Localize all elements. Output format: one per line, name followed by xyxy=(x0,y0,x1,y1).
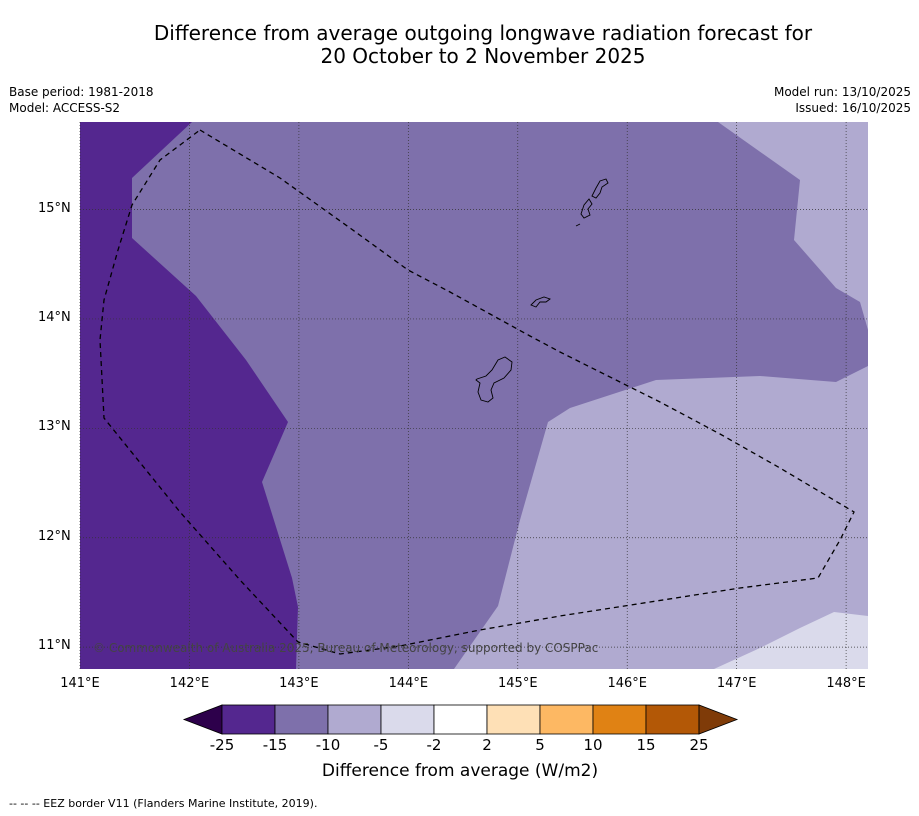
colorbar-tick-label: -25 xyxy=(209,736,235,754)
colorbar-segment xyxy=(539,704,594,735)
colorbar-segment xyxy=(327,704,382,735)
lat-tick-label: 12°N xyxy=(38,528,71,544)
colorbar-segment xyxy=(380,704,435,735)
title-line-2: 20 October to 2 November 2025 xyxy=(320,44,646,68)
colorbar-tick-label: -2 xyxy=(426,736,442,754)
map-gridlines xyxy=(79,122,868,669)
lat-tick-label: 14°N xyxy=(38,309,71,325)
copyright-notice: © Commonwealth of Australia 2025, Bureau… xyxy=(93,641,599,655)
colorbar xyxy=(182,704,739,735)
island-guam xyxy=(475,356,513,403)
lon-tick-label: 143°E xyxy=(279,676,319,691)
issued-date: Issued: 16/10/2025 xyxy=(795,101,911,115)
colorbar-tick-label: 10 xyxy=(583,736,603,754)
lon-tick-label: 145°E xyxy=(498,676,538,691)
colorbar-segment xyxy=(486,704,541,735)
colorbar-tick-label: 15 xyxy=(636,736,656,754)
colorbar-segment xyxy=(221,704,276,735)
colorbar-segment xyxy=(592,704,647,735)
colorbar-title: Difference from average (W/m2) xyxy=(321,761,599,781)
lon-tick-label: 144°E xyxy=(388,676,429,691)
colorbar-extend-high xyxy=(698,704,739,735)
chart-title: Difference from average outgoing longwav… xyxy=(0,22,919,68)
colorbar-tick-label: -5 xyxy=(373,736,389,754)
zone-minus-10-to-minus-5-south xyxy=(454,366,868,669)
island-rota xyxy=(530,296,551,308)
lon-tick-label: 146°E xyxy=(607,676,647,691)
lon-tick-label: 142°E xyxy=(169,676,210,691)
zone-minus-5-to-minus-2 xyxy=(714,612,868,669)
colorbar-tick-label: -10 xyxy=(315,736,341,754)
model-name: Model: ACCESS-S2 xyxy=(9,101,121,115)
title-line-1: Difference from average outgoing longwav… xyxy=(153,21,813,45)
colorbar-tick-label: -15 xyxy=(262,736,288,754)
lat-tick-label: 11°N xyxy=(38,638,71,654)
island-aguijan xyxy=(575,223,581,227)
island-saipan xyxy=(591,178,609,199)
eez-footnote: -- -- -- EEZ border V11 (Flanders Marine… xyxy=(9,797,318,810)
base-period: Base period: 1981-2018 xyxy=(9,85,154,99)
lon-tick-label: 141°E xyxy=(60,676,100,691)
colorbar-segment xyxy=(645,704,700,735)
lon-tick-label: 148°E xyxy=(826,676,866,691)
eez-border xyxy=(99,129,855,655)
lat-tick-label: 13°N xyxy=(38,419,71,435)
colorbar-extend-low xyxy=(182,704,223,735)
island-tinian xyxy=(580,198,593,219)
lat-tick-label: 15°N xyxy=(38,200,71,216)
colorbar-segment xyxy=(274,704,329,735)
zone-minus-25-to-minus-15 xyxy=(80,122,298,669)
colorbar-tick-label: 25 xyxy=(689,736,709,754)
colorbar-tick-label: 2 xyxy=(482,736,492,754)
zone-minus-10-to-minus-5-east xyxy=(718,122,868,330)
meta-right: Model run: 13/10/2025 Issued: 16/10/2025 xyxy=(774,84,911,116)
meta-left: Base period: 1981-2018 Model: ACCESS-S2 xyxy=(9,84,154,116)
islands xyxy=(475,178,609,403)
colorbar-tick-label: 5 xyxy=(535,736,545,754)
colorbar-segment xyxy=(433,704,488,735)
model-run: Model run: 13/10/2025 xyxy=(773,85,911,99)
lon-tick-label: 147°E xyxy=(716,676,757,691)
